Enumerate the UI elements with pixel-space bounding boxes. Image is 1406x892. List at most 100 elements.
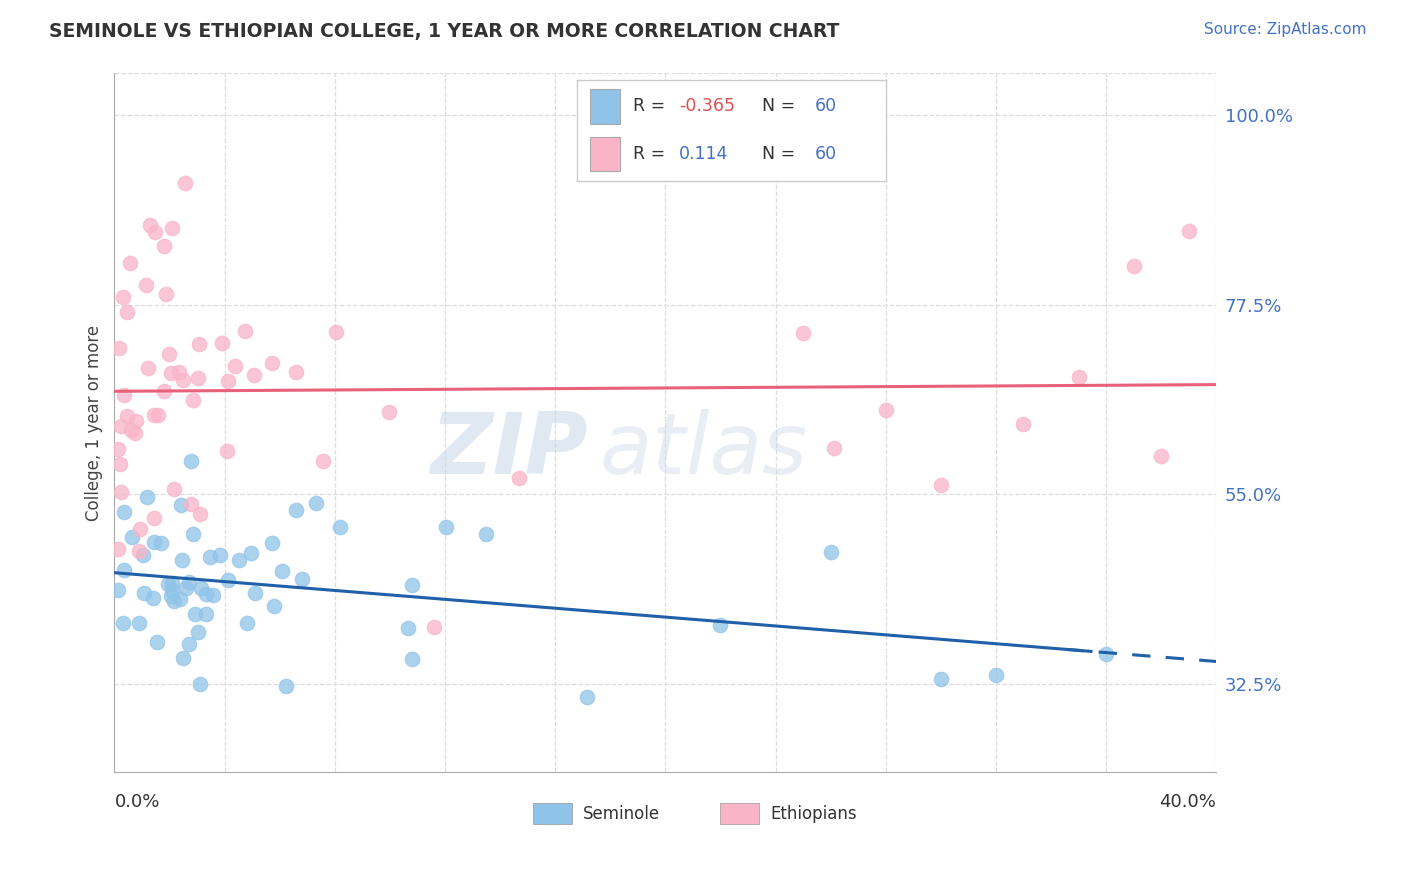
Point (188, 337, 211, 351)
Point (111, 615, 134, 630)
Text: Seminole: Seminole (582, 805, 659, 823)
Point (181, 527, 204, 541)
Point (236, 616, 259, 631)
Point (142, 408, 165, 422)
Point (107, 582, 129, 597)
Point (110, 419, 132, 434)
Point (129, 522, 152, 536)
Point (169, 591, 191, 606)
Point (145, 635, 167, 649)
Point (208, 549, 231, 563)
FancyBboxPatch shape (533, 804, 572, 824)
Point (423, 620, 446, 634)
Point (142, 591, 165, 605)
Point (135, 491, 157, 505)
Point (108, 341, 131, 355)
Point (150, 536, 173, 550)
Point (243, 368, 266, 383)
Point (143, 511, 166, 525)
Point (263, 599, 285, 614)
Point (200, 549, 222, 564)
Point (1012, 417, 1035, 431)
Point (271, 564, 294, 578)
Point (792, 326, 814, 340)
Text: Source: ZipAtlas.com: Source: ZipAtlas.com (1204, 22, 1367, 37)
Point (184, 607, 207, 621)
Point (434, 519, 457, 533)
Point (112, 290, 135, 304)
Point (929, 672, 952, 686)
Point (181, 393, 204, 408)
Point (401, 652, 423, 666)
Point (160, 575, 183, 590)
Point (1177, 224, 1199, 238)
Point (148, 408, 170, 422)
Point (108, 457, 131, 471)
Point (195, 607, 218, 621)
Point (820, 545, 842, 559)
Point (508, 471, 530, 485)
Point (135, 278, 157, 293)
Point (260, 356, 283, 370)
Text: atlas: atlas (599, 409, 807, 491)
Point (174, 582, 197, 596)
Point (121, 530, 143, 544)
Text: 40.0%: 40.0% (1160, 793, 1216, 811)
Point (329, 520, 352, 534)
Point (136, 361, 159, 376)
Point (107, 541, 129, 556)
Point (211, 335, 233, 350)
Point (128, 544, 150, 558)
Point (163, 482, 186, 496)
Text: 0.0%: 0.0% (114, 793, 160, 811)
Point (179, 575, 201, 590)
Point (169, 365, 191, 379)
Point (172, 553, 194, 567)
Point (228, 553, 250, 567)
Point (929, 478, 952, 492)
Point (112, 563, 135, 577)
Point (224, 359, 246, 373)
Point (112, 388, 135, 402)
Point (155, 286, 177, 301)
Point (115, 305, 138, 319)
Point (475, 526, 498, 541)
Point (201, 588, 224, 602)
Point (240, 546, 263, 560)
Point (311, 454, 333, 468)
Point (875, 402, 897, 417)
Text: Ethiopians: Ethiopians (770, 805, 856, 823)
Point (117, 409, 139, 423)
Point (1150, 449, 1173, 463)
Point (378, 405, 401, 419)
Point (260, 536, 283, 550)
Point (187, 624, 209, 639)
Point (576, 690, 599, 704)
Point (143, 225, 166, 239)
Point (160, 583, 183, 598)
Point (235, 324, 257, 338)
Point (1095, 647, 1118, 661)
Point (172, 373, 194, 387)
Point (823, 442, 845, 456)
FancyBboxPatch shape (720, 804, 759, 824)
Point (325, 326, 347, 340)
Point (180, 454, 202, 468)
Point (172, 651, 194, 665)
Point (160, 220, 183, 235)
Point (124, 425, 146, 440)
Point (1122, 260, 1144, 274)
Point (187, 370, 209, 384)
Point (163, 593, 186, 607)
Point (396, 621, 419, 635)
Point (153, 239, 176, 253)
Point (139, 218, 162, 232)
Point (276, 679, 298, 693)
Text: ZIP: ZIP (430, 409, 588, 491)
Point (125, 414, 148, 428)
Point (190, 581, 212, 595)
Point (132, 548, 155, 562)
Point (245, 586, 267, 600)
Text: SEMINOLE VS ETHIOPIAN COLLEGE, 1 YEAR OR MORE CORRELATION CHART: SEMINOLE VS ETHIOPIAN COLLEGE, 1 YEAR OR… (49, 22, 839, 41)
Point (284, 364, 307, 378)
